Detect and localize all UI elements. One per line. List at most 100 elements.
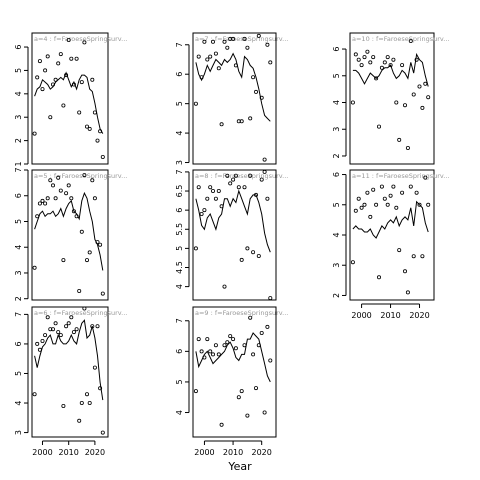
observation-point xyxy=(205,196,210,201)
observation-point xyxy=(388,63,393,68)
observation-point xyxy=(408,39,413,44)
panel-title: a=9 : f=FaroeseSpringsurv... xyxy=(195,309,288,317)
observation-point xyxy=(374,202,379,207)
y-tick-label: 3 xyxy=(332,127,341,132)
observation-point xyxy=(362,55,367,60)
observation-point xyxy=(231,337,236,342)
observation-point xyxy=(53,196,58,201)
panel-title: a=4 : f=FaroeseSpringsurv... xyxy=(34,35,127,43)
observation-point xyxy=(251,352,256,357)
observation-point xyxy=(40,198,45,203)
observation-point xyxy=(92,196,97,201)
observation-point xyxy=(400,190,405,195)
observation-point xyxy=(66,183,71,188)
observation-point xyxy=(69,56,74,61)
observation-point xyxy=(239,119,244,124)
observation-point xyxy=(359,63,364,68)
y-tick-label: 6 xyxy=(14,341,23,346)
y-tick-label: 3 xyxy=(332,263,341,268)
observation-point xyxy=(225,45,230,50)
observation-point xyxy=(82,173,87,178)
observation-point xyxy=(51,327,56,332)
observation-point xyxy=(265,196,270,201)
observation-point xyxy=(85,392,90,397)
observation-point xyxy=(208,185,213,190)
panel-title: a=7 : f=FaroeseSpringsurv... xyxy=(195,35,288,43)
y-tick-label: 5 xyxy=(175,101,184,106)
observation-point xyxy=(32,265,37,270)
observation-point xyxy=(245,246,250,251)
observation-point xyxy=(35,75,40,80)
observation-point xyxy=(87,400,92,405)
observation-point xyxy=(58,333,63,338)
observation-point xyxy=(408,184,413,189)
observation-point xyxy=(365,190,370,195)
observation-point xyxy=(251,75,256,80)
observation-point xyxy=(259,177,264,182)
observation-point xyxy=(32,131,37,136)
observation-point xyxy=(98,242,103,247)
observation-point xyxy=(245,45,250,50)
observation-point xyxy=(48,178,53,183)
y-tick-label: 4 xyxy=(14,91,23,96)
x-tick-label: 2010 xyxy=(223,448,243,457)
y-tick-label: 2 xyxy=(332,293,341,298)
panel-title: a=6 : f=FaroeseSpringsurv... xyxy=(34,309,127,317)
observation-point xyxy=(202,39,207,44)
observation-point xyxy=(37,201,42,206)
x-tick-label: 2020 xyxy=(85,448,105,457)
panel-title: a=5 : f=FaroeseSpringsurv... xyxy=(34,172,127,180)
observation-point xyxy=(48,327,53,332)
observation-point xyxy=(379,65,384,70)
panel-5: a=8 : f=FaroeseSpringsurv... 4 4.5 5 5.5 6 6.5… xyxy=(175,169,288,301)
observation-point xyxy=(365,49,370,54)
panel-frame xyxy=(349,169,435,301)
fitted-line xyxy=(195,52,271,122)
observation-point xyxy=(402,269,407,274)
observation-point xyxy=(268,358,273,363)
y-tick-label: 7 xyxy=(175,169,184,174)
observation-point xyxy=(426,202,431,207)
x-tick-label: 2010 xyxy=(59,448,79,457)
observation-point xyxy=(82,40,87,45)
observation-point xyxy=(414,190,419,195)
observation-point xyxy=(362,202,367,207)
y-tick-label: 4 xyxy=(175,284,184,289)
x-axis-label: Year xyxy=(227,460,252,473)
observation-point xyxy=(236,395,241,400)
observation-point xyxy=(414,57,419,62)
observation-point xyxy=(45,196,50,201)
observation-point xyxy=(262,410,267,415)
panel-title: a=8 : f=FaroeseSpringsurv... xyxy=(195,172,288,180)
observation-point xyxy=(199,349,204,354)
y-tick-label: 2 xyxy=(14,296,23,301)
observation-point xyxy=(411,92,416,97)
observation-point xyxy=(208,349,213,354)
y-tick-label: 7 xyxy=(175,318,184,323)
observation-point xyxy=(239,389,244,394)
observation-point xyxy=(213,343,218,348)
observation-point xyxy=(233,346,238,351)
observation-point xyxy=(356,196,361,201)
panel-8: a=9 : f=FaroeseSpringsurv... 4 5 6 7 2000 2010… xyxy=(175,306,288,457)
observation-point xyxy=(196,54,201,59)
y-tick-label: 5 xyxy=(14,219,23,224)
y-tick-label: 2 xyxy=(14,138,23,143)
observation-point xyxy=(92,365,97,370)
observation-point xyxy=(100,291,105,296)
observation-point xyxy=(353,208,358,213)
observation-point xyxy=(236,185,241,190)
y-tick-label: 5 xyxy=(332,202,341,207)
observation-point xyxy=(193,246,198,251)
observation-point xyxy=(233,173,238,178)
y-tick-label: 4 xyxy=(14,400,23,405)
observation-point xyxy=(66,38,71,43)
observation-point xyxy=(37,59,42,64)
observation-point xyxy=(368,214,373,219)
y-tick-label: 3 xyxy=(14,270,23,275)
observation-point xyxy=(53,321,58,326)
observation-point xyxy=(43,68,48,73)
panel-frame xyxy=(192,169,277,301)
observation-point xyxy=(420,254,425,259)
